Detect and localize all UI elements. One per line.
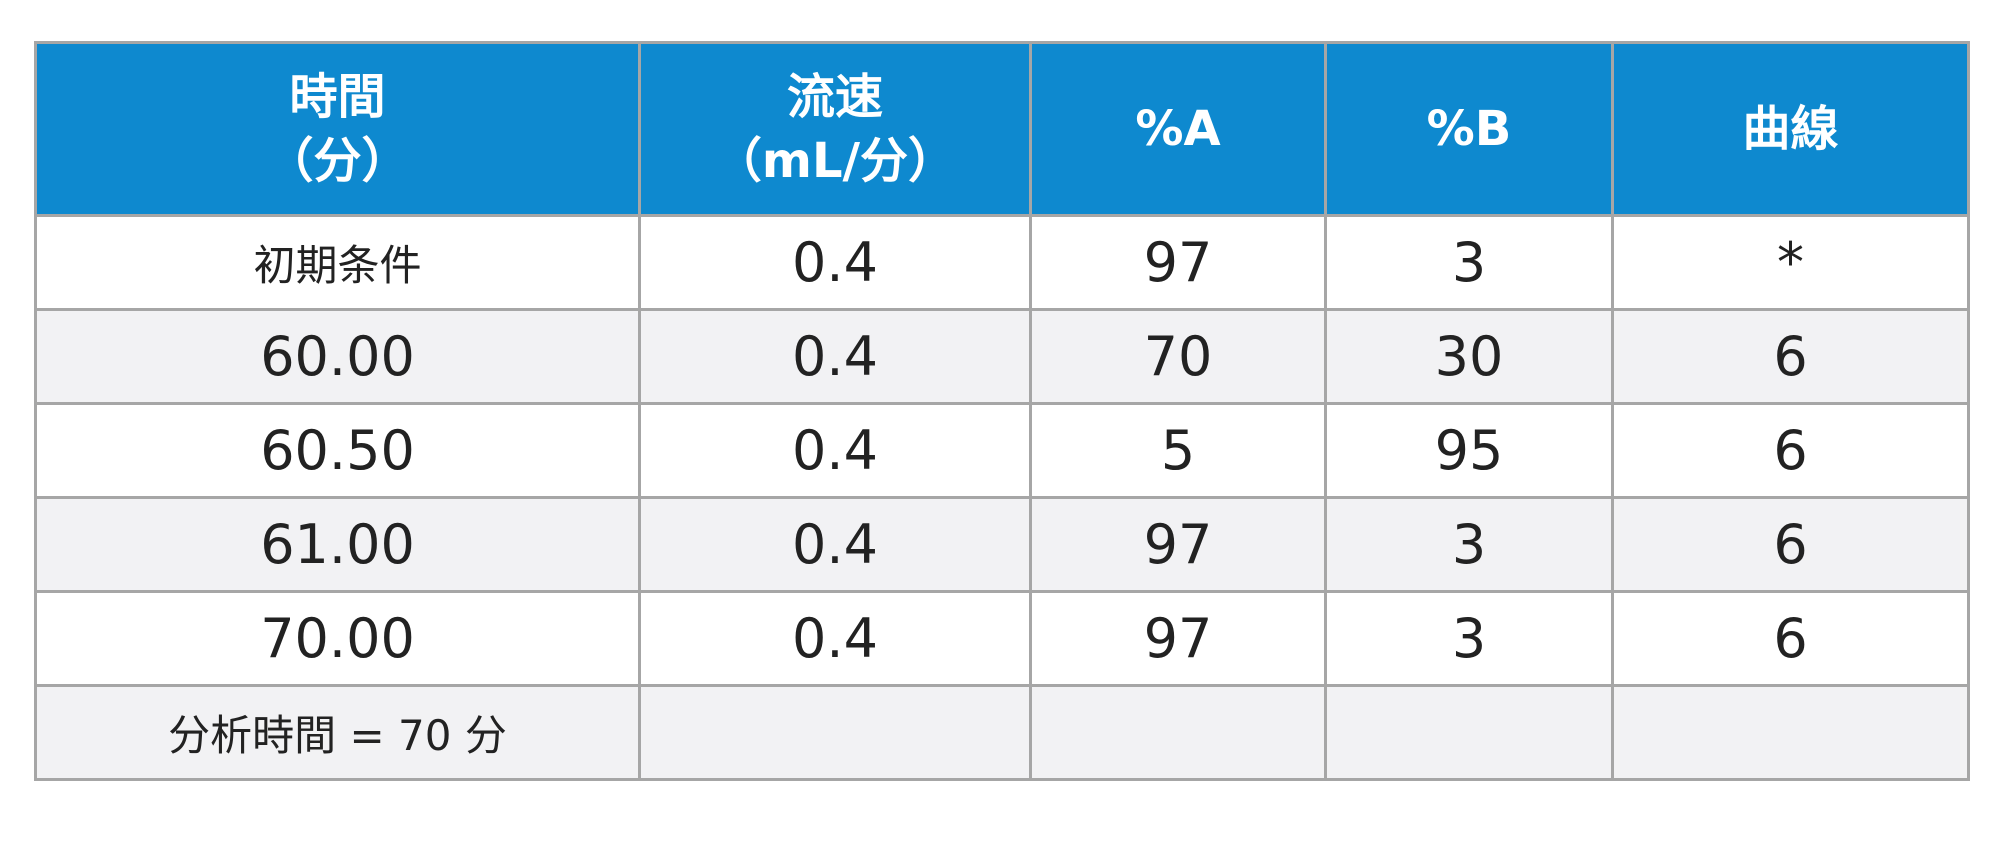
table-row-run-time: 分析時間 = 70 分 xyxy=(34,684,1970,781)
table-row: 初期条件 0.4 97 3 * xyxy=(34,214,1970,311)
cell-empty xyxy=(1324,684,1614,781)
cell-percent-a: 97 xyxy=(1029,496,1327,593)
cell-flow-rate: 0.4 xyxy=(638,590,1032,687)
table-row: 70.00 0.4 97 3 6 xyxy=(34,590,1970,687)
cell-empty xyxy=(638,684,1032,781)
cell-flow-rate: 0.4 xyxy=(638,496,1032,593)
header-curve: 曲線 xyxy=(1611,41,1970,217)
header-flow-rate-label: 流速 xyxy=(786,69,883,125)
cell-flow-rate: 0.4 xyxy=(638,402,1032,499)
cell-percent-b: 3 xyxy=(1324,590,1614,687)
header-time-unit: （分） xyxy=(265,133,410,189)
cell-flow-rate: 0.4 xyxy=(638,308,1032,405)
cell-curve: 6 xyxy=(1611,496,1970,593)
table-row: 61.00 0.4 97 3 6 xyxy=(34,496,1970,593)
table-row: 60.50 0.4 5 95 6 xyxy=(34,402,1970,499)
cell-curve: * xyxy=(1611,214,1970,311)
cell-percent-a: 70 xyxy=(1029,308,1327,405)
cell-percent-b: 30 xyxy=(1324,308,1614,405)
cell-time: 60.50 xyxy=(34,402,641,499)
cell-percent-b: 3 xyxy=(1324,496,1614,593)
cell-empty xyxy=(1611,684,1970,781)
cell-empty xyxy=(1029,684,1327,781)
cell-curve: 6 xyxy=(1611,308,1970,405)
cell-percent-a: 5 xyxy=(1029,402,1327,499)
cell-percent-b: 95 xyxy=(1324,402,1614,499)
cell-curve: 6 xyxy=(1611,590,1970,687)
table-body: 初期条件 0.4 97 3 * 60.00 0.4 70 30 6 60.50 … xyxy=(34,214,1970,781)
cell-curve: 6 xyxy=(1611,402,1970,499)
header-time-label: 時間 xyxy=(289,69,386,125)
header-percent-b-label: %B xyxy=(1426,101,1512,157)
cell-time: 60.00 xyxy=(34,308,641,405)
header-flow-rate: 流速 （mL/分） xyxy=(638,41,1032,217)
cell-flow-rate: 0.4 xyxy=(638,214,1032,311)
gradient-table: 時間 （分） 流速 （mL/分） %A %B 曲線 初期条件 0.4 97 3 … xyxy=(34,41,1970,781)
table-header: 時間 （分） 流速 （mL/分） %A %B 曲線 xyxy=(34,41,1970,217)
header-percent-b: %B xyxy=(1324,41,1614,217)
cell-time: 61.00 xyxy=(34,496,641,593)
run-time-note: 分析時間 = 70 分 xyxy=(34,684,641,781)
header-percent-a: %A xyxy=(1029,41,1327,217)
table-row: 60.00 0.4 70 30 6 xyxy=(34,308,1970,405)
header-curve-label: 曲線 xyxy=(1742,101,1839,157)
header-time: 時間 （分） xyxy=(34,41,641,217)
header-flow-rate-unit: （mL/分） xyxy=(713,133,957,189)
cell-percent-b: 3 xyxy=(1324,214,1614,311)
cell-percent-a: 97 xyxy=(1029,590,1327,687)
header-row: 時間 （分） 流速 （mL/分） %A %B 曲線 xyxy=(34,41,1970,217)
cell-percent-a: 97 xyxy=(1029,214,1327,311)
header-percent-a-label: %A xyxy=(1135,101,1221,157)
cell-time: 初期条件 xyxy=(34,214,641,311)
cell-time: 70.00 xyxy=(34,590,641,687)
